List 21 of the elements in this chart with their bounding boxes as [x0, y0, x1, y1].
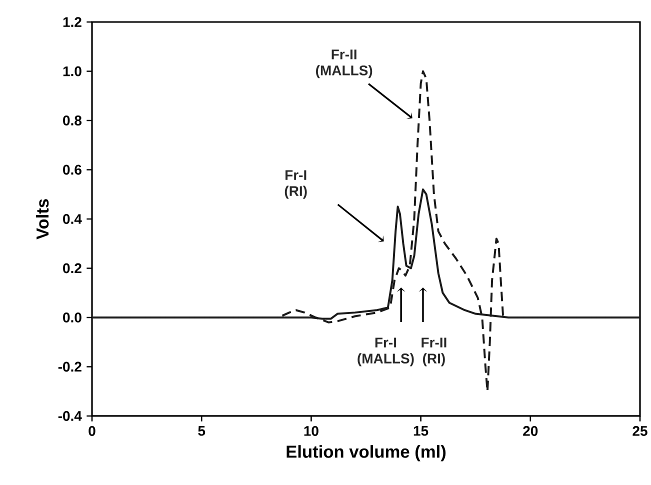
x-tick-label: 25: [632, 426, 648, 436]
x-tick-label: 10: [304, 426, 318, 436]
y-tick-label: 1.2: [63, 17, 82, 27]
annotation: Fr-II (RI): [422, 338, 446, 366]
y-tick-label: -0.2: [58, 362, 82, 372]
y-tick-label: 0.2: [63, 263, 82, 274]
y-tick-label: 0.8: [63, 116, 82, 126]
y-tick-label: -0.4: [58, 411, 82, 421]
y-tick-label: 0.0: [63, 312, 82, 322]
annotation: Fr-II (MALLS): [316, 50, 372, 78]
y-axis-title: Volts: [36, 199, 49, 240]
x-tick-label: 15: [414, 426, 428, 436]
annotation: Fr-I (MALLS): [358, 338, 414, 366]
y-tick-label: 1.0: [63, 66, 82, 76]
y-tick-label: 0.4: [63, 214, 82, 224]
x-tick-label: 20: [523, 426, 538, 436]
annotation: Fr-I (RI): [284, 170, 307, 199]
y-tick-label: 0.6: [63, 164, 82, 175]
x-tick-label: 5: [198, 426, 206, 436]
x-axis-title: Elution volume (ml): [286, 445, 446, 462]
x-tick-label: 0: [88, 426, 96, 436]
